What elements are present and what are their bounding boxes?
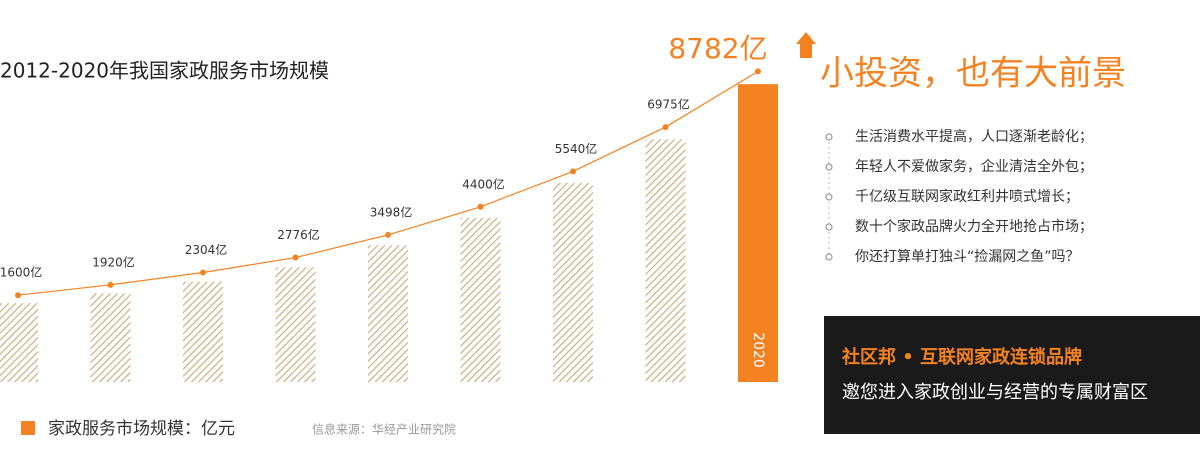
trend-point	[292, 254, 299, 261]
trend-point	[477, 203, 484, 210]
trend-point	[662, 124, 669, 131]
bar	[183, 281, 223, 382]
value-label: 3498亿	[370, 204, 413, 219]
banner	[824, 316, 1200, 434]
trend-point	[385, 231, 391, 238]
value-label: 1600亿	[0, 265, 42, 280]
value-label: 2776亿	[277, 227, 320, 242]
trend-point	[107, 281, 114, 288]
bullet	[825, 193, 833, 201]
banner-brand: 社区邦 • 互联网家政连锁品牌	[842, 346, 1082, 368]
value-label: 1920亿	[92, 254, 135, 269]
value-label: 8782亿	[668, 32, 767, 65]
point-text: 千亿级互联网家政红利井喷式增长；	[855, 188, 1079, 205]
trend-point	[15, 292, 21, 299]
bar	[553, 183, 593, 382]
trend-point	[570, 168, 576, 175]
bullet	[825, 223, 833, 231]
banner-text: 邀您进入家政创业与经营的专属财富区	[842, 382, 1148, 403]
trend-point	[755, 68, 761, 75]
bullet	[825, 253, 833, 261]
bar	[738, 84, 778, 383]
headline: 小投资，也有大前景	[820, 54, 1126, 94]
value-label: 4400亿	[462, 176, 505, 191]
legend-swatch	[21, 421, 35, 435]
source: 信息来源：华经产业研究院	[312, 422, 456, 437]
bar	[0, 303, 38, 382]
bullet	[825, 163, 833, 171]
point-text: 生活消费水平提高，人口逐渐老龄化；	[855, 128, 1093, 145]
value-label: 2304亿	[185, 242, 228, 257]
point-text: 你还打算单打独斗“捡漏网之鱼”吗？	[855, 248, 1080, 265]
bar	[368, 245, 408, 382]
point-text: 年轻人不爱做家务，企业清洁全外包；	[855, 158, 1093, 175]
bullet	[825, 133, 833, 141]
chart-title: 2012-2020年我国家政服务市场规模	[0, 59, 329, 83]
legend-label: 家政服务市场规模：亿元	[48, 419, 235, 439]
bar	[460, 217, 501, 382]
up-arrow	[796, 32, 816, 58]
point-text: 数十个家政品牌火力全开地抢占市场；	[855, 218, 1093, 235]
bar	[90, 293, 131, 382]
value-label: 6975亿	[647, 97, 690, 112]
x-tick-label: 2020	[750, 332, 766, 368]
bar	[275, 267, 316, 382]
bar	[645, 139, 686, 382]
trend-point	[200, 269, 206, 276]
value-label: 5540亿	[555, 141, 598, 156]
